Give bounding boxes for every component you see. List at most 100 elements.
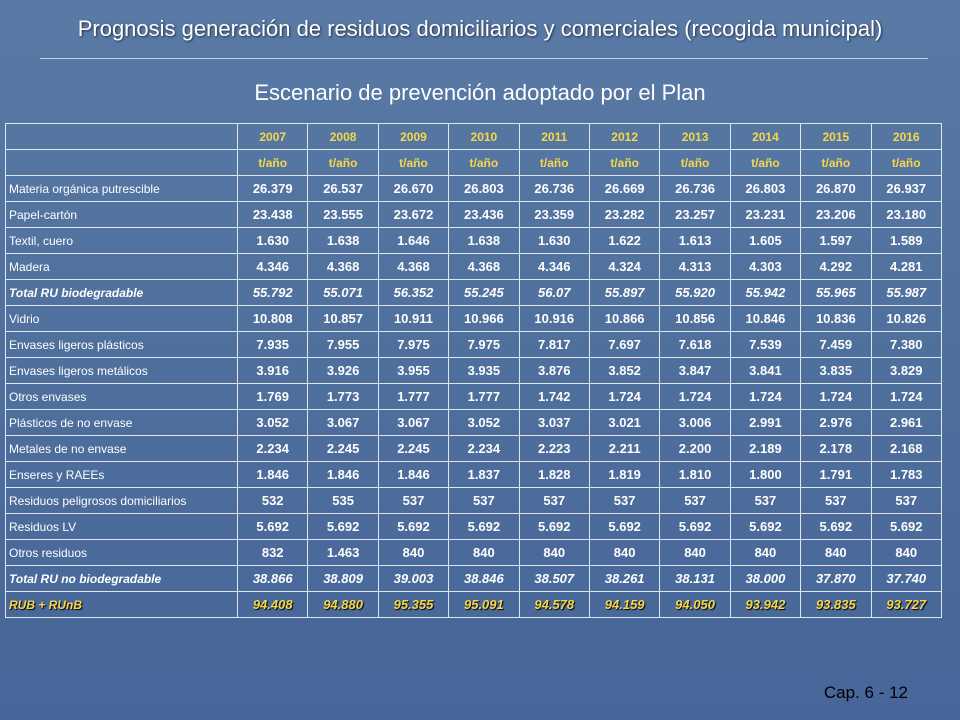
table-cell: 1.777 xyxy=(448,383,520,410)
table-cell: 537 xyxy=(800,487,872,514)
row-label: Metales de no envase xyxy=(5,435,238,462)
table-cell: 23.436 xyxy=(448,201,520,228)
table-cell: 38.507 xyxy=(518,565,590,592)
table-cell: 7.380 xyxy=(870,331,943,358)
table-cell: 4.346 xyxy=(236,253,309,280)
table-cell: 2007 xyxy=(236,123,309,150)
table-cell: 537 xyxy=(518,487,590,514)
row-label: Madera xyxy=(5,253,238,280)
table-row: Enseres y RAEEs 1.846 1.846 1.846 1.837 1.828… xyxy=(5,461,943,488)
table-cell: 537 xyxy=(448,487,520,514)
table-cell: 5.692 xyxy=(448,513,520,540)
row-label: Total RU no biodegradable xyxy=(5,565,238,592)
table-cell: 2.245 xyxy=(307,435,379,462)
table-cell: 7.955 xyxy=(307,331,379,358)
table-cell: 2013 xyxy=(659,123,731,150)
table-cell: 5.692 xyxy=(800,513,872,540)
table-cell: 4.368 xyxy=(448,253,520,280)
table-cell: 26.803 xyxy=(729,175,802,202)
table-cell: 2009 xyxy=(377,123,450,150)
header-row-years: 2007 2008 2009 2010 2011 2012 2013 2014 2015 2016 xyxy=(5,123,943,150)
table-cell: 840 xyxy=(870,539,943,566)
table-row: Otros envases 1.769 1.773 1.777 1.777 1.742 1.… xyxy=(5,383,943,410)
table-row: Residuos LV 5.692 5.692 5.692 5.692 5.692 5.69… xyxy=(5,513,943,540)
table-cell: 3.021 xyxy=(588,409,661,436)
table-cell: 94.578 xyxy=(518,591,590,618)
table-cell: 535 xyxy=(307,487,379,514)
table-cell: 94.159 xyxy=(588,591,661,618)
table-cell: 23.180 xyxy=(870,201,943,228)
table-cell: 4.368 xyxy=(307,253,379,280)
row-label: Vidrio xyxy=(5,305,238,332)
table-cell: 2.200 xyxy=(659,435,731,462)
table-row: Plásticos de no envase 3.052 3.067 3.067 3.0… xyxy=(5,409,943,436)
table-cell: 5.692 xyxy=(236,513,309,540)
table-cell: 23.438 xyxy=(236,201,309,228)
table-cell: 10.846 xyxy=(729,305,802,332)
table-cell: 1.819 xyxy=(588,461,661,488)
table-cell: 3.052 xyxy=(236,409,309,436)
table-cell: 55.245 xyxy=(448,279,520,306)
table-row: Papel-cartón 23.438 23.555 23.672 23.436 23.3… xyxy=(5,201,943,228)
row-label: Papel-cartón xyxy=(5,201,238,228)
table-cell: 5.692 xyxy=(377,513,450,540)
table-cell: 38.809 xyxy=(307,565,379,592)
table-cell: 55.965 xyxy=(800,279,872,306)
row-label xyxy=(5,123,238,150)
table-cell: 3.067 xyxy=(307,409,379,436)
table-cell: 23.257 xyxy=(659,201,731,228)
waste-prognosis-table: 2007 2008 2009 2010 2011 2012 2013 2014 2015 2016… xyxy=(5,123,943,618)
table-cell: 23.282 xyxy=(588,201,661,228)
table-cell: 5.692 xyxy=(588,513,661,540)
table-cell: 537 xyxy=(659,487,731,514)
table-row: Otros residuos 832 1.463 840 840 840 840 840 840… xyxy=(5,539,943,566)
table-row: Materia orgánica putrescible 26.379 26.537… xyxy=(5,175,943,202)
table-cell: 26.670 xyxy=(377,175,450,202)
title-divider xyxy=(40,58,928,59)
table-cell: 26.803 xyxy=(448,175,520,202)
table-cell: 10.966 xyxy=(448,305,520,332)
table-cell: 1.613 xyxy=(659,227,731,254)
table-cell: 1.597 xyxy=(800,227,872,254)
table-cell: 1.769 xyxy=(236,383,309,410)
table-row: RUB + RUnB 94.408 94.880 95.355 95.091 94.578… xyxy=(5,591,943,618)
table-cell: 3.841 xyxy=(729,357,802,384)
table-cell: 3.052 xyxy=(448,409,520,436)
table-cell: 1.724 xyxy=(588,383,661,410)
table-cell: 38.131 xyxy=(659,565,731,592)
table-cell: 5.692 xyxy=(518,513,590,540)
table-cell: 10.911 xyxy=(377,305,450,332)
row-label: Enseres y RAEEs xyxy=(5,461,238,488)
table-cell: 2.234 xyxy=(236,435,309,462)
table-cell: t/año xyxy=(800,149,872,176)
table-cell: 26.379 xyxy=(236,175,309,202)
table-cell: 1.638 xyxy=(307,227,379,254)
table-cell: 1.630 xyxy=(236,227,309,254)
table-cell: 840 xyxy=(729,539,802,566)
table-cell: 3.916 xyxy=(236,357,309,384)
table-row: Textil, cuero 1.630 1.638 1.646 1.638 1.630 1.… xyxy=(5,227,943,254)
table-cell: 3.852 xyxy=(588,357,661,384)
table-cell: 1.646 xyxy=(377,227,450,254)
table-cell: 4.368 xyxy=(377,253,450,280)
table-cell: 840 xyxy=(518,539,590,566)
table-cell: 93.835 xyxy=(800,591,872,618)
table-cell: 5.692 xyxy=(307,513,379,540)
table-cell: 7.459 xyxy=(800,331,872,358)
table-row: Madera 4.346 4.368 4.368 4.368 4.346 4.324 4.31… xyxy=(5,253,943,280)
table-cell: 2.234 xyxy=(448,435,520,462)
table-cell: 5.692 xyxy=(870,513,943,540)
table-row: Envases ligeros metálicos 3.916 3.926 3.955… xyxy=(5,357,943,384)
table-cell: 1.783 xyxy=(870,461,943,488)
table-cell: 1.742 xyxy=(518,383,590,410)
table-cell: 537 xyxy=(870,487,943,514)
table-cell: t/año xyxy=(448,149,520,176)
table-cell: 4.292 xyxy=(800,253,872,280)
table-cell: 26.736 xyxy=(518,175,590,202)
table-cell: 7.697 xyxy=(588,331,661,358)
table-cell: 2.223 xyxy=(518,435,590,462)
table-cell: 38.846 xyxy=(448,565,520,592)
table-cell: 2008 xyxy=(307,123,379,150)
row-label: Envases ligeros plásticos xyxy=(5,331,238,358)
table-cell: 840 xyxy=(800,539,872,566)
